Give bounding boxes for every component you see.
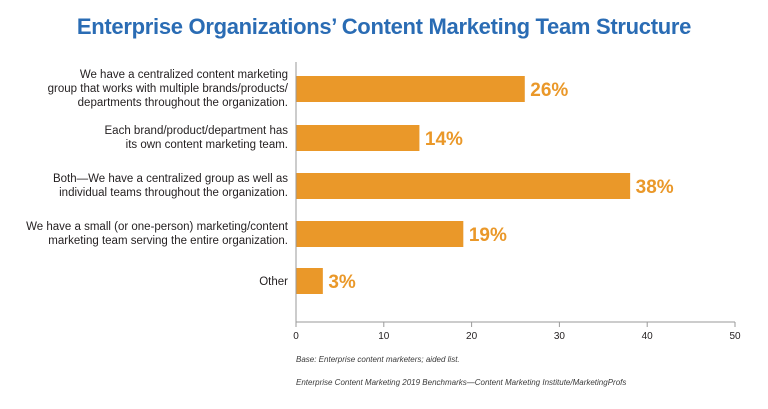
data-label: 26% [530, 80, 568, 101]
data-label: 3% [328, 272, 356, 293]
category-label: We have a centralized content marketing … [47, 69, 288, 109]
data-label: 38% [636, 177, 674, 198]
bar [296, 76, 525, 102]
x-tick-label: 10 [378, 331, 390, 342]
x-tick-label: 30 [554, 331, 566, 342]
bar [296, 173, 631, 199]
base-note: Base: Enterprise content marketers; aide… [296, 355, 460, 364]
bar [296, 221, 464, 247]
x-tick-label: 50 [729, 331, 741, 342]
bar [296, 268, 323, 294]
x-tick-label: 0 [293, 331, 299, 342]
chart-title: Enterprise Organizations’ Content Market… [76, 14, 692, 39]
category-label: We have a small (or one-person) marketin… [26, 221, 288, 247]
x-tick-label: 20 [466, 331, 478, 342]
category-label: Each brand/product/department has its ow… [104, 125, 288, 151]
data-label: 14% [425, 129, 463, 150]
category-label: Both—We have a centralized group as well… [52, 173, 288, 199]
category-label: Other [259, 276, 288, 288]
source-note: Enterprise Content Marketing 2019 Benchm… [296, 378, 627, 387]
bar [296, 125, 420, 151]
data-label: 19% [469, 225, 507, 246]
x-tick-label: 40 [642, 331, 654, 342]
